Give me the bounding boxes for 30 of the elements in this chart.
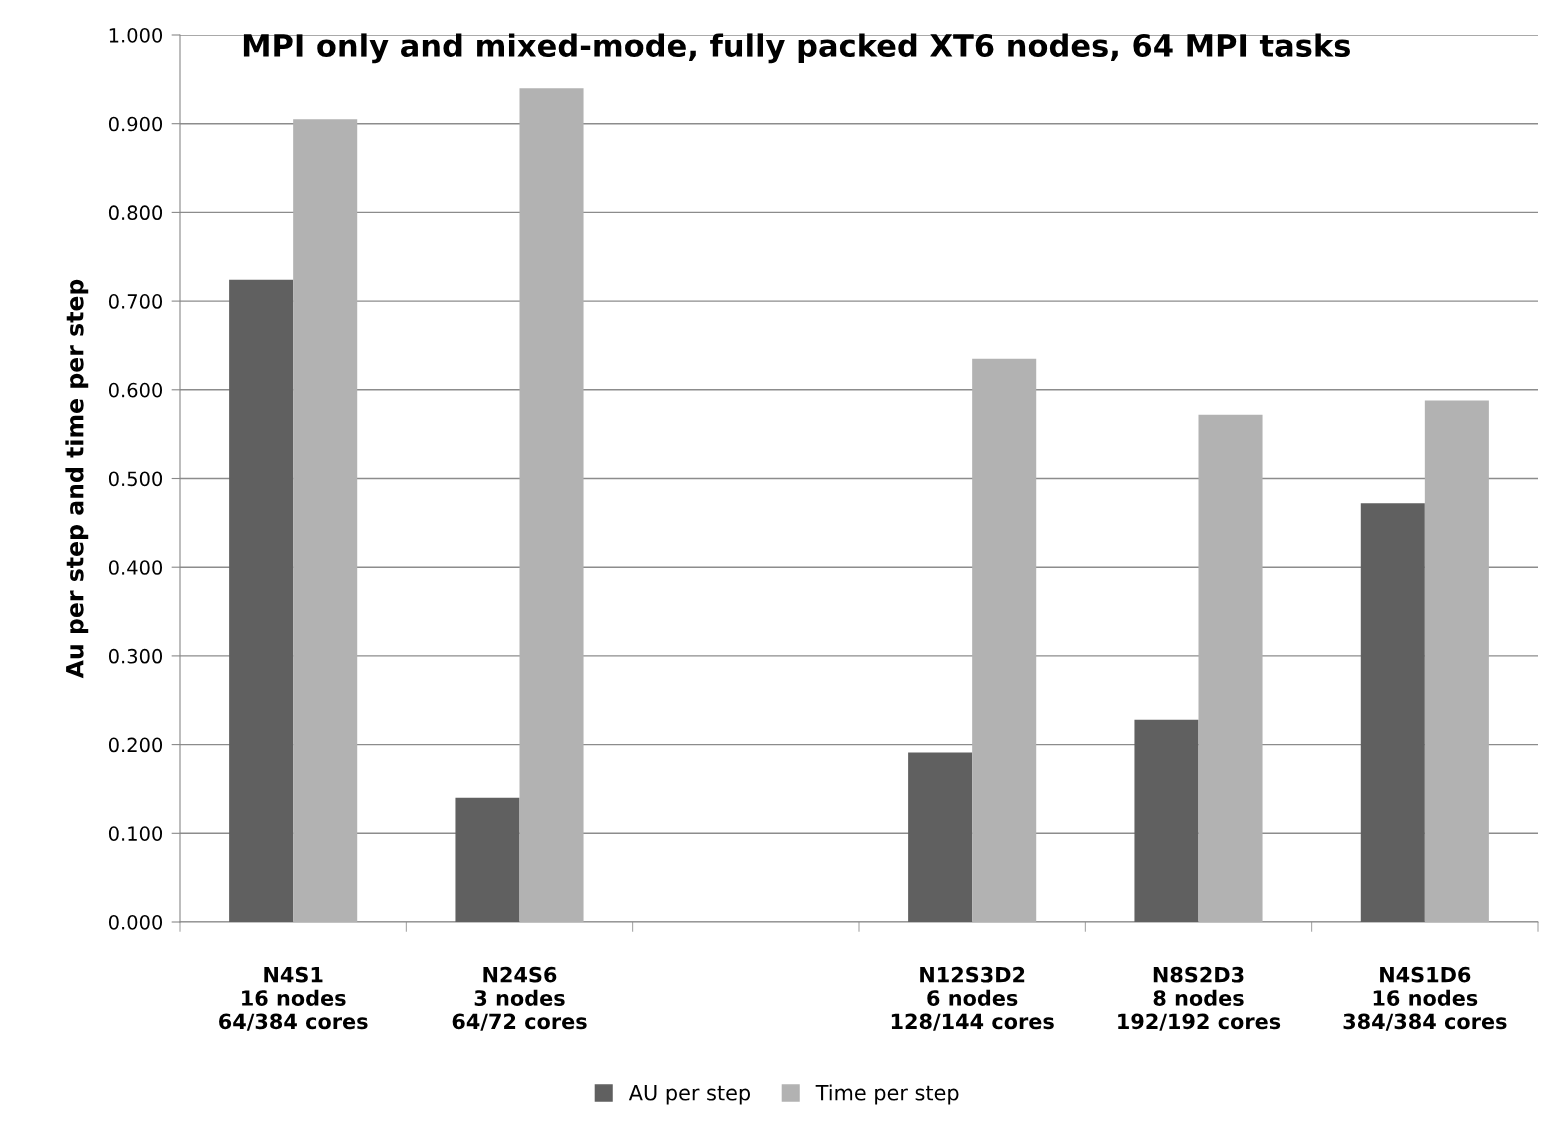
bar [1198, 414, 1263, 922]
chart-title: MPI only and mixed-mode, fully packed XT6 nodes, 64 MPI tasks [243, 33, 1350, 64]
y-tick-label: 0.200 [108, 737, 163, 753]
bar [1360, 503, 1425, 922]
bar [1134, 719, 1199, 922]
y-tick-label: 0.600 [108, 382, 163, 398]
y-tick-label: 0.400 [108, 560, 163, 575]
bar [972, 358, 1037, 922]
bar [908, 752, 973, 922]
y-tick-label: 0.300 [108, 648, 163, 664]
x-tick-label: N4S1 16 nodes 64/384 cores [219, 966, 368, 1031]
y-tick-label: 0.700 [108, 294, 163, 309]
bar [1424, 400, 1489, 922]
legend-label: AU per step [628, 1085, 750, 1105]
bar [229, 279, 294, 922]
legend-label: Time per step [815, 1084, 959, 1105]
y-tick-label: 1.000 [109, 27, 163, 43]
y-tick-label: 0.500 [108, 471, 163, 487]
y-tick-label: 0.100 [108, 826, 163, 841]
x-tick-label: N8S2D3 8 nodes 192/192 cores [1118, 966, 1281, 1031]
bar [455, 797, 520, 922]
y-axis-title: Au per step and time per step [65, 279, 89, 679]
x-tick-label: N12S3D2 6 nodes 128/144 cores [891, 966, 1054, 1031]
y-tick-label: 0.000 [108, 914, 163, 930]
bar [519, 88, 584, 922]
y-tick-label: 0.900 [108, 116, 163, 132]
x-tick-label: N24S6 3 nodes 64/72 cores [452, 966, 587, 1031]
y-tick-label: 0.800 [108, 205, 163, 221]
bar [293, 119, 358, 922]
x-tick-label: N4S1D6 16 nodes 384/384 cores [1343, 966, 1507, 1031]
